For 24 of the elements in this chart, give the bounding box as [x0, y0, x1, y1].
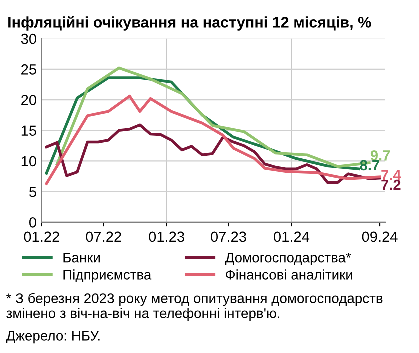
- annotation: 7.2: [382, 180, 401, 190]
- annotation: 7.4: [382, 170, 402, 180]
- legend-label: Фінансові аналітики: [226, 270, 352, 280]
- legend-label: Домогосподарства*: [225, 253, 352, 266]
- x-tick-label: 07.22: [86, 232, 122, 242]
- x-tick-label: 07.23: [211, 232, 246, 242]
- y-tick-label: 30: [21, 34, 36, 44]
- text: Джерело: НБУ.: [6, 331, 100, 344]
- y-tick-label: 0: [30, 217, 36, 228]
- y-tick-label: 15: [22, 126, 36, 136]
- annotation: 9.7: [370, 150, 390, 161]
- y-tick-label: 20: [22, 95, 36, 106]
- chart-title: Інфляційні очікування на наступні 12 місяців, %: [8, 16, 372, 31]
- x-tick-label: 01.22: [24, 232, 60, 242]
- x-tick-label: 01.23: [149, 232, 184, 242]
- y-tick-label: 10: [22, 156, 36, 167]
- annotation: 8.7: [360, 160, 380, 171]
- x-tick-label: 01.24: [274, 232, 310, 242]
- y-tick-label: 5: [30, 187, 36, 198]
- y-tick-label: 25: [22, 64, 36, 75]
- legend-label: Підприємства: [64, 270, 152, 283]
- x-tick-label: 09.24: [362, 232, 398, 242]
- legend-label: Банки: [64, 253, 100, 263]
- text: * З березня 2023 року метод опитування домогосподарств змінено з віч-на-віч на телефонні інтерв'ю.: [6, 293, 383, 322]
